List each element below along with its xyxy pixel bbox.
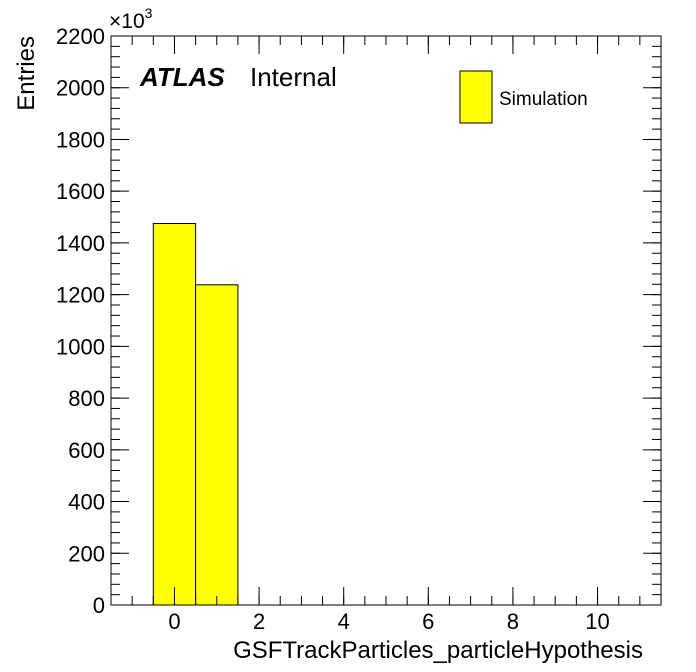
x-tick-label: 2 [253,609,265,634]
y-axis-title: Entries [13,36,40,111]
x-tick-label: 6 [422,609,434,634]
x-tick-label: 4 [338,609,350,634]
y-tick-label: 200 [68,541,105,566]
histogram-bars [152,223,239,606]
histogram-bar [152,223,197,606]
x-tick-label: 10 [585,609,609,634]
y-tick-label: 1200 [56,283,105,308]
y-multiplier: ×103 [109,5,153,33]
major-ticks [111,35,661,606]
y-tick-label: 0 [93,593,105,618]
plot-frame [110,35,662,606]
legend-entry-simulation: Simulation [499,89,588,110]
y-tick-label: 2200 [56,24,105,49]
x-tick-labels: 0 2 4 6 8 10 [168,609,609,634]
y-tick-label: 800 [68,386,105,411]
y-tick-label: 600 [68,438,105,463]
y-tick-label: 2000 [56,76,105,101]
atlas-label: ATLAS [139,62,225,92]
x-tick-label: 0 [168,609,180,634]
x-axis-title: GSFTrackParticles_particleHypothesis [233,637,643,664]
y-tick-label: 1800 [56,127,105,152]
histogram-bar [195,284,239,606]
legend-swatch [459,70,493,124]
y-tick-label: 1000 [56,334,105,359]
x-tick-label: 8 [507,609,519,634]
y-tick-label: 400 [68,490,105,515]
internal-label: Internal [250,62,337,92]
y-tick-label: 1400 [56,231,105,256]
y-tick-labels: 0 200 400 600 800 1000 1200 1400 1600 1800 2000 220… [56,24,105,618]
y-tick-label: 1600 [56,179,105,204]
